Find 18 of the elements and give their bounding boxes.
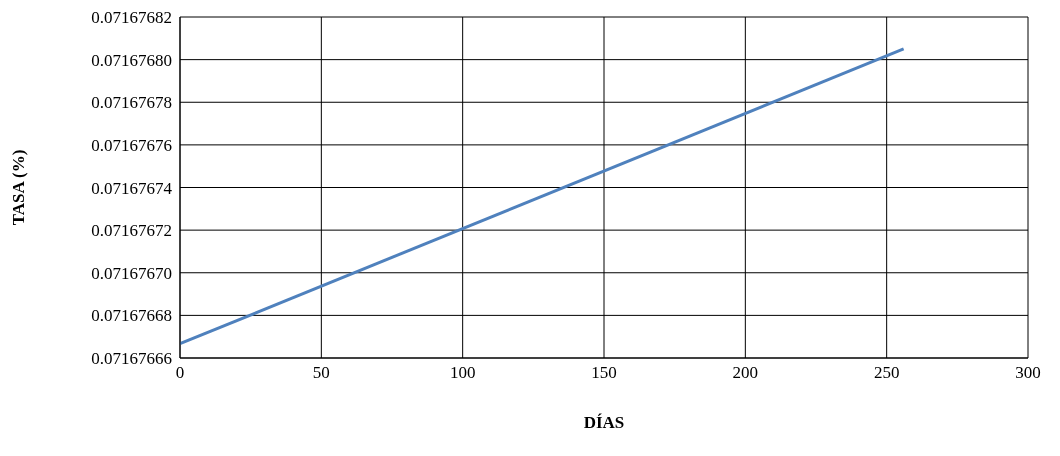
x-axis-title: DÍAS xyxy=(583,413,625,432)
y-axis-title: TASA (%) xyxy=(9,149,29,226)
y-tick-label: 0.07167676 xyxy=(91,135,172,155)
y-tick-label: 0.07167666 xyxy=(91,349,172,369)
y-tick-label: 0.07167672 xyxy=(91,221,172,241)
y-tick-label: 0.07167670 xyxy=(91,263,172,283)
x-tick-label: 100 xyxy=(449,363,476,383)
x-tick-label: 150 xyxy=(591,363,617,383)
x-tick-label: 50 xyxy=(312,363,330,383)
x-tick-label: 0 xyxy=(175,363,185,383)
y-tick-label: 0.07167668 xyxy=(91,306,172,326)
x-tick-label: 250 xyxy=(873,363,900,383)
y-tick-label: 0.07167674 xyxy=(91,178,173,198)
y-tick-label: 0.07167678 xyxy=(91,93,172,113)
x-tick-label: 300 xyxy=(1015,363,1041,383)
y-tick-label: 0.07167682 xyxy=(91,8,172,28)
x-tick-label: 200 xyxy=(732,363,759,383)
y-tick-label: 0.07167680 xyxy=(91,50,172,70)
